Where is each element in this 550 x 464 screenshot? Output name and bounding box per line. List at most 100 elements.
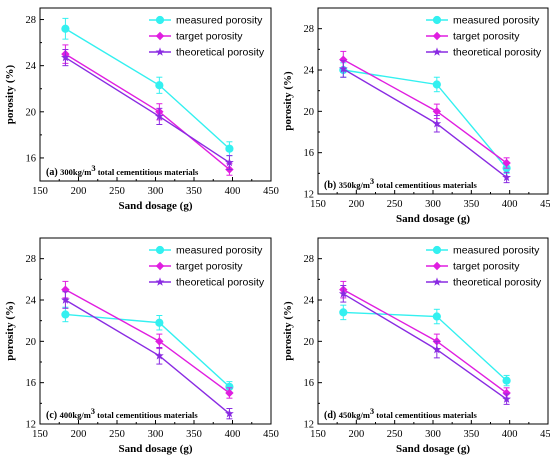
data-point (338, 289, 348, 298)
x-tick-label: 200 (348, 429, 364, 440)
panel-annotation: (d) 450kg/m3 total cementitious material… (324, 406, 478, 421)
data-point (432, 80, 441, 89)
data-point (339, 55, 348, 64)
data-point (61, 310, 70, 319)
y-tick-label: 28 (26, 15, 37, 26)
annotation-text: total cementitious materials (95, 410, 198, 420)
data-point (225, 144, 234, 153)
x-tick-label: 450 (263, 186, 279, 197)
series-line (342, 68, 508, 179)
panel-annotation: (c) 400kg/m3 total cementitious material… (46, 406, 198, 421)
x-tick-label: 350 (186, 429, 202, 440)
data-point (225, 157, 234, 167)
legend-label: theoretical porosity (176, 277, 265, 289)
series-diamond (339, 50, 511, 169)
data-point (502, 394, 511, 403)
series-diamond (61, 44, 234, 176)
legend-marker (432, 261, 442, 271)
x-axis-title: Sand dosage (g) (119, 200, 193, 212)
legend: measured porosity target porosity theoreti… (149, 245, 265, 289)
y-tick-label: 28 (304, 24, 315, 35)
legend-marker (155, 31, 165, 41)
data-point (155, 318, 164, 327)
y-tick-label: 28 (26, 254, 37, 265)
legend-marker (432, 245, 442, 255)
legend-label: measured porosity (453, 245, 540, 257)
x-tick-label: 200 (71, 186, 87, 197)
x-tick-label: 250 (109, 186, 125, 197)
x-tick-label: 150 (310, 199, 326, 210)
annotation-superscript: 3 (370, 176, 374, 186)
y-tick-label: 20 (304, 107, 315, 118)
y-tick-label: 24 (26, 61, 37, 72)
panel-annotation: (b) 350kg/m3 total cementitious material… (324, 176, 478, 191)
series-circle (339, 62, 511, 174)
annotation-superscript: 3 (370, 406, 374, 416)
x-tick-label: 350 (463, 199, 479, 210)
annotation-text: total cementitious materials (96, 167, 199, 177)
data-point (61, 24, 70, 33)
legend-marker (432, 15, 442, 25)
data-point (225, 409, 234, 418)
series-line (65, 313, 230, 388)
legend-label: target porosity (453, 261, 520, 273)
legend-label: measured porosity (453, 15, 540, 27)
y-tick-label: 20 (26, 107, 37, 118)
legend-label: theoretical porosity (453, 277, 542, 289)
series-diamond (61, 280, 234, 399)
legend: measured porosity target porosity theoreti… (149, 15, 265, 59)
series-line (65, 57, 230, 164)
chart-panel-b: 150 200 250 300 350 400 450 12 16 20 24 28 Sand dosa… (282, 7, 550, 225)
x-tick-label: 200 (71, 429, 87, 440)
data-point (502, 388, 511, 398)
legend-marker (432, 31, 442, 41)
data-point (154, 351, 164, 360)
chart-panel-a: 150 200 250 300 350 400 450 16 20 24 28 Sand dosage… (4, 7, 279, 212)
y-tick-label: 12 (304, 420, 315, 431)
legend-label: target porosity (453, 31, 520, 43)
series-circle (61, 306, 234, 393)
data-point (432, 345, 442, 354)
y-tick-label: 20 (304, 337, 315, 348)
data-point (502, 158, 511, 168)
y-tick-label: 24 (304, 66, 315, 77)
annotation-value: 450kg/m (339, 410, 370, 420)
series-star (338, 60, 511, 184)
annotation-text: total cementitious materials (374, 180, 477, 190)
data-point (225, 388, 234, 398)
annotation-value: 400kg/m (60, 410, 91, 420)
y-tick-label: 16 (26, 378, 37, 389)
annotation-value: 300kg/m (60, 167, 91, 177)
y-tick-label: 24 (26, 296, 37, 307)
legend-label: theoretical porosity (176, 47, 265, 59)
data-point (61, 52, 70, 62)
legend: measured porosity target porosity theoreti… (426, 245, 542, 289)
data-point (338, 64, 348, 73)
y-axis-title: porosity (%) (4, 301, 16, 361)
annotation-superscript: 3 (91, 163, 95, 173)
legend-marker (155, 245, 165, 255)
x-tick-label: 300 (425, 199, 441, 210)
x-tick-label: 400 (502, 199, 518, 210)
x-tick-label: 400 (225, 429, 241, 440)
data-point (502, 172, 511, 182)
x-tick-label: 150 (32, 186, 48, 197)
x-axis-title: Sand dosage (g) (119, 443, 193, 455)
x-tick-label: 350 (186, 186, 202, 197)
x-axis-title: Sand dosage (g) (396, 213, 470, 225)
x-tick-label: 250 (387, 199, 403, 210)
chart-panel-c: 150 200 250 300 350 400 450 12 16 20 24 28 Sand dosa… (4, 237, 279, 455)
x-tick-label: 200 (348, 199, 364, 210)
series-line (342, 293, 508, 400)
legend-label: theoretical porosity (453, 47, 542, 59)
legend-marker (155, 261, 165, 271)
series-line (342, 289, 508, 394)
series-diamond (339, 280, 511, 399)
data-point (502, 376, 511, 385)
y-tick-label: 16 (26, 153, 37, 164)
data-point (432, 107, 442, 116)
y-tick-label: 28 (304, 254, 315, 265)
series-line (343, 311, 508, 382)
data-point (154, 111, 164, 121)
